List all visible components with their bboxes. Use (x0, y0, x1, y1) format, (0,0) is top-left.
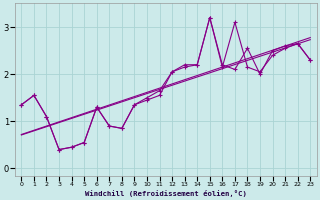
X-axis label: Windchill (Refroidissement éolien,°C): Windchill (Refroidissement éolien,°C) (85, 190, 247, 197)
